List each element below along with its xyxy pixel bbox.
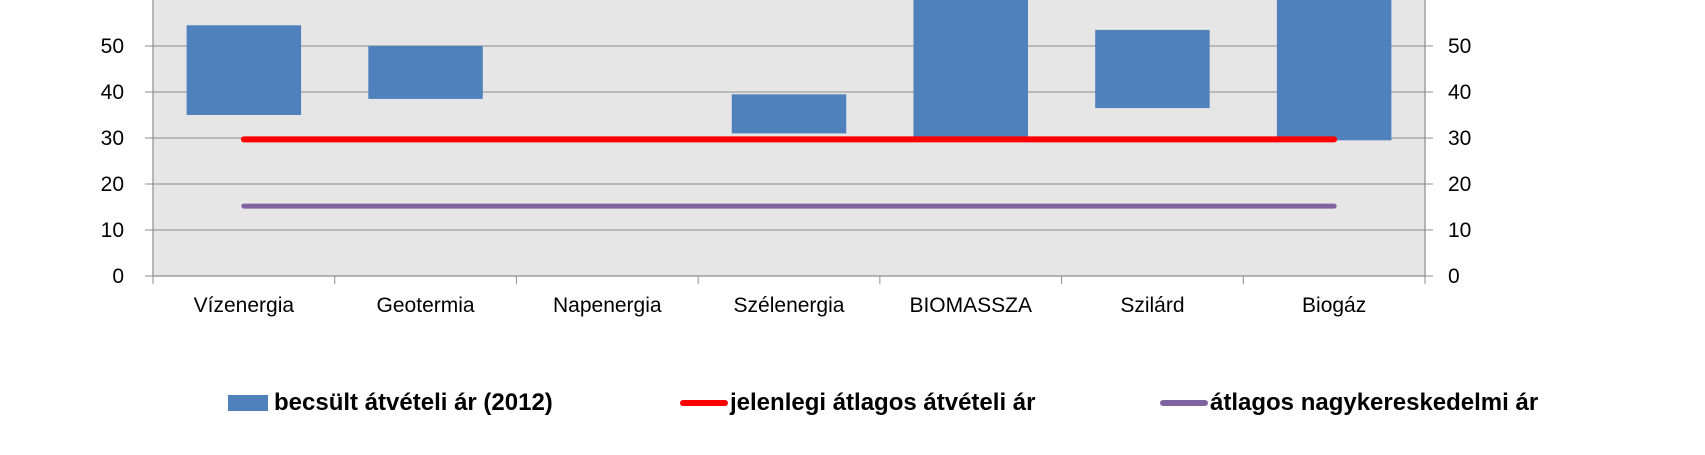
x-tick-label: Szilárd [1120,294,1184,317]
bar [1276,0,1392,141]
x-tick-label: Napenergia [553,294,662,317]
y-tick-label: 20 [101,173,124,196]
x-tick-label: Vízenergia [194,294,295,317]
y2-tick-label: 30 [1448,127,1471,150]
bar [368,46,483,99]
bar [731,94,847,134]
y2-tick-label: 50 [1448,35,1471,58]
y2-tick-label: 0 [1448,265,1460,288]
x-tick-label: Geotermia [377,294,475,317]
y-tick-label: 40 [101,81,124,104]
x-tick-label: Biogáz [1302,294,1366,317]
bar [186,25,302,115]
legend-item-wholesale-average: átlagos nagykereskedelmi ár [1160,378,1538,428]
y2-tick-label: 40 [1448,81,1471,104]
legend-swatch-purple-line [1160,400,1208,406]
floating-bar-chart: 0 10 20 30 40 50 0 10 20 30 40 50 Vízenergia Geotermi… [101,0,1471,317]
x-tick-label: BIOMASSZA [909,294,1032,317]
legend-item-current-average: jelenlegi átlagos átvételi ár [680,378,1035,428]
y-tick-label: 50 [101,35,124,58]
legend-swatch-red-line [680,400,728,406]
y-tick-label: 10 [101,219,124,242]
y-tick-label: 0 [112,265,124,288]
bar [1095,29,1210,109]
legend-swatch-bar [228,395,268,411]
bar [913,0,1028,138]
legend-label-wholesale-average: átlagos nagykereskedelmi ár [1210,389,1539,416]
legend-label-estimated-price: becsült átvételi ár (2012) [274,389,553,416]
y2-tick-label: 20 [1448,173,1471,196]
chart-legend: becsült átvételi ár (2012) jelenlegi átl… [0,378,1705,428]
x-tick-label: Szélenergia [734,294,845,317]
legend-item-estimated-price: becsült átvételi ár (2012) [228,378,553,428]
y-tick-label: 30 [101,127,124,150]
legend-label-current-average: jelenlegi átlagos átvételi ár [730,389,1036,416]
y2-tick-label: 10 [1448,219,1471,242]
